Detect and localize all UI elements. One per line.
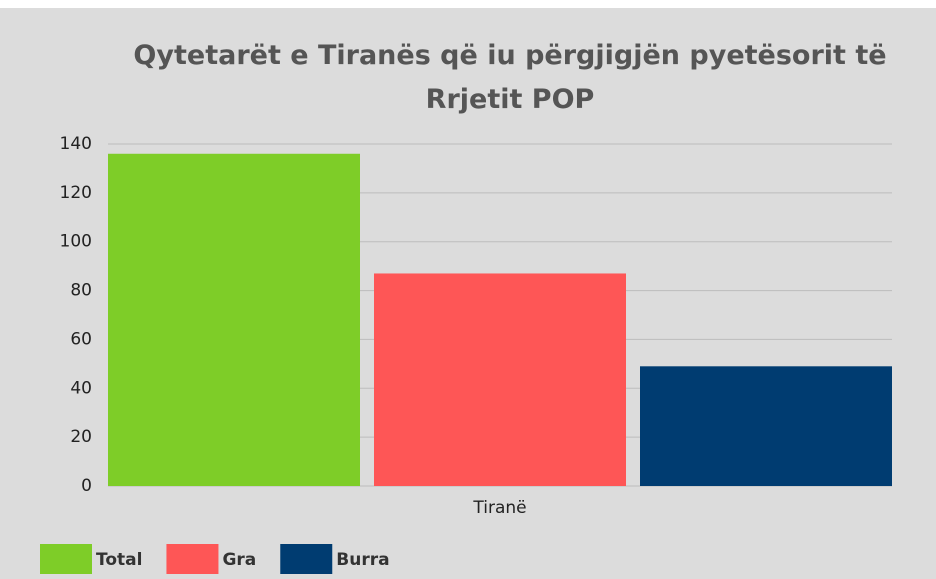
y-tick-label: 80 [70, 281, 92, 301]
y-tick-label: 0 [81, 476, 92, 496]
bar [374, 273, 626, 486]
chart-title: Qytetarët e Tiranës që iu përgjigjën pye… [133, 40, 887, 115]
y-tick-label: 100 [60, 232, 92, 252]
y-tick-label: 120 [60, 183, 92, 203]
bar [108, 153, 360, 486]
y-tick-label: 20 [70, 427, 92, 447]
y-tick-label: 140 [60, 134, 92, 154]
x-tick-label: Tiranë [472, 498, 526, 518]
legend-label: Total [96, 550, 142, 570]
y-tick-label: 60 [70, 329, 92, 349]
legend-swatch [280, 544, 333, 574]
legend-swatch [166, 544, 219, 574]
legend-label: Gra [222, 550, 256, 570]
legend-label: Burra [336, 550, 389, 570]
y-tick-label: 40 [70, 378, 92, 398]
bar [640, 366, 892, 486]
legend-swatch [40, 544, 92, 574]
